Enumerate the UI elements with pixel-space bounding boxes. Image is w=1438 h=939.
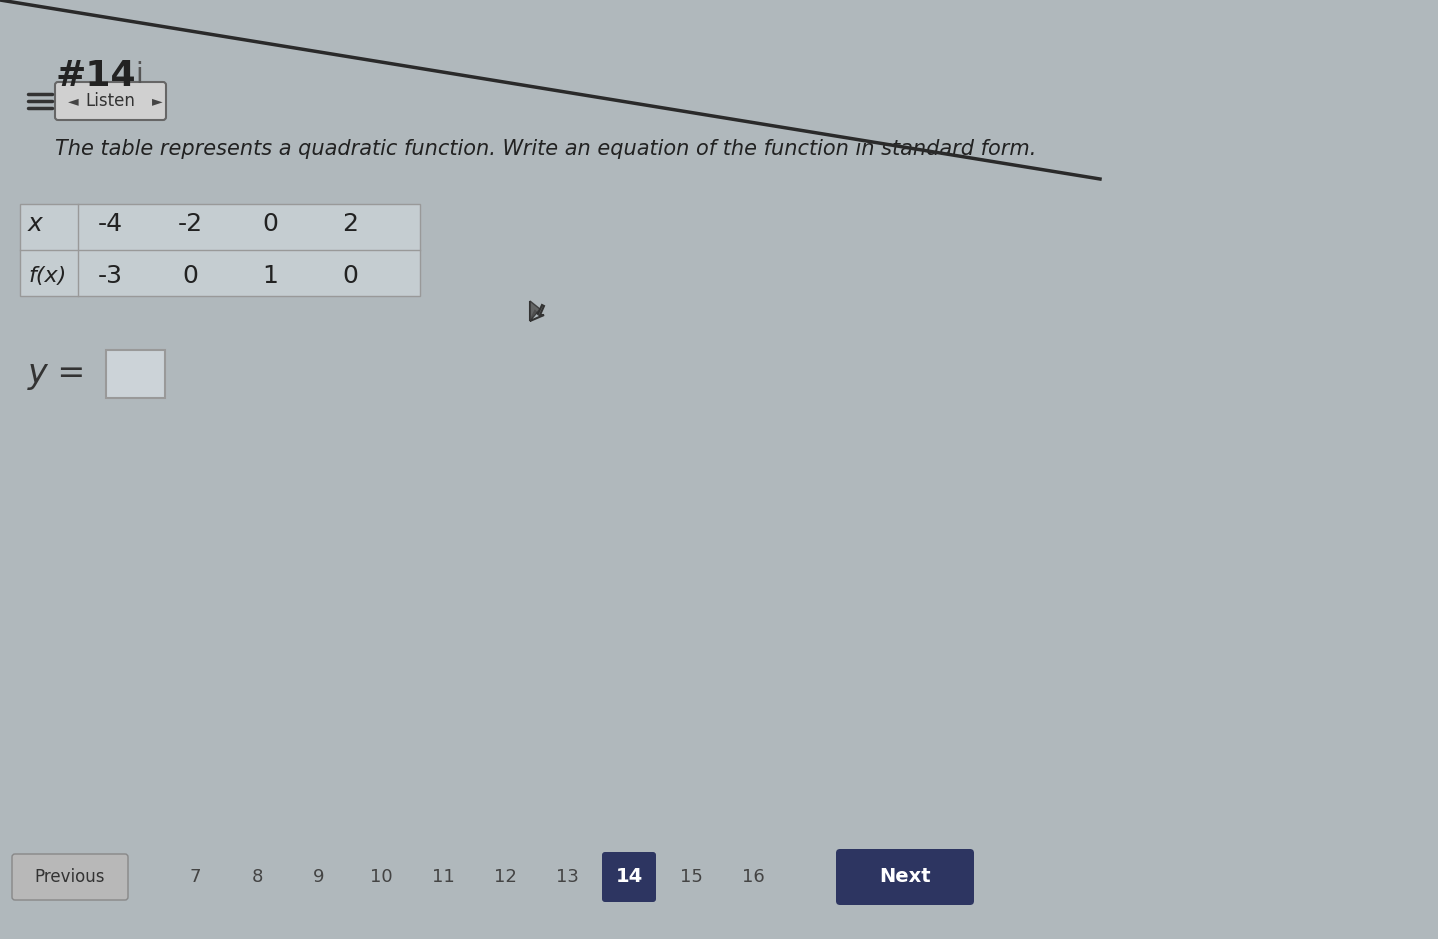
Text: 0: 0 [183,264,198,288]
FancyBboxPatch shape [603,852,656,902]
Text: 15: 15 [680,868,702,886]
Text: 10: 10 [370,868,393,886]
Text: y =: y = [27,358,86,391]
Text: 14: 14 [615,868,643,886]
Text: 8: 8 [252,868,263,886]
FancyBboxPatch shape [55,82,165,120]
Text: 13: 13 [555,868,578,886]
FancyBboxPatch shape [835,849,974,905]
Text: 16: 16 [742,868,765,886]
FancyBboxPatch shape [20,204,420,296]
FancyBboxPatch shape [106,350,165,398]
Text: -4: -4 [98,212,122,236]
Text: 11: 11 [431,868,454,886]
Text: 0: 0 [342,264,358,288]
Text: 7: 7 [190,868,201,886]
Polygon shape [531,301,541,321]
Text: Previous: Previous [35,868,105,886]
Text: The table represents a quadratic function. Write an equation of the function in : The table represents a quadratic functio… [55,139,1037,159]
Text: i: i [135,61,142,89]
Text: 2: 2 [342,212,358,236]
Text: Next: Next [879,868,930,886]
Text: -3: -3 [98,264,122,288]
Text: #14: #14 [55,59,135,93]
Text: x: x [27,212,43,236]
Text: 12: 12 [493,868,516,886]
FancyBboxPatch shape [12,854,128,900]
Text: 9: 9 [313,868,325,886]
Text: Listen: Listen [85,92,135,110]
Text: 0: 0 [262,212,278,236]
Text: f(x): f(x) [27,266,66,286]
Text: -2: -2 [177,212,203,236]
Text: 1: 1 [262,264,278,288]
Text: ◄: ◄ [68,94,79,108]
Text: ►: ► [152,94,162,108]
